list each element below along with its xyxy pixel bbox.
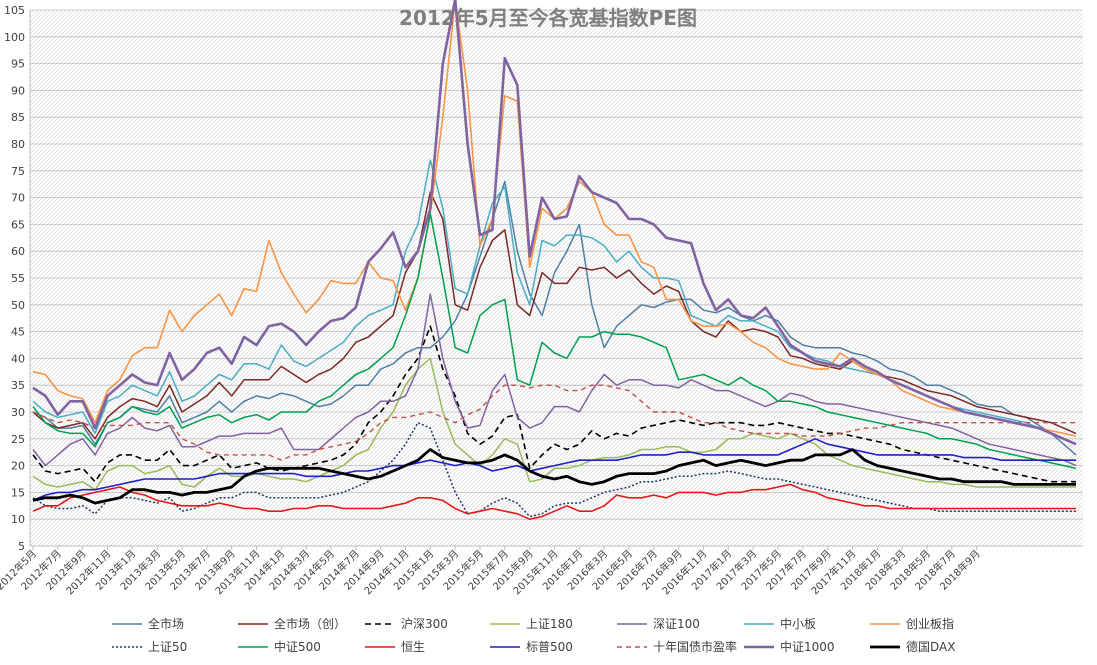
y-axis: 5 10 15 20 25 30 35 40 45 50 55 60 65 70 75 80 85 90 95 100… [4, 4, 31, 553]
y-tick-label: 75 [11, 165, 25, 178]
y-tick-label: 105 [4, 4, 25, 17]
series-line-4 [32, 293, 1077, 467]
y-tick-label: 65 [11, 218, 25, 231]
legend-label: 十年国债市盈率 [653, 639, 737, 654]
x-axis: 2012年5月2012年7月2012年9月2012年11月2013年1月2013… [0, 545, 1083, 597]
y-tick-label: 20 [11, 460, 25, 473]
y-tick-label: 25 [11, 433, 25, 446]
legend-label: 全市场 [148, 616, 184, 631]
y-tick-label: 60 [11, 245, 25, 258]
y-tick-label: 70 [11, 192, 25, 205]
series-line-11 [32, 384, 1076, 461]
y-tick-label: 85 [11, 111, 25, 124]
series-line-13 [32, 448, 1076, 505]
y-tick-label: 10 [11, 513, 25, 526]
y-tick-label: 90 [11, 84, 25, 97]
legend-label: 德国DAX [906, 639, 955, 654]
y-tick-label: 50 [11, 299, 25, 312]
y-tick-label: 100 [4, 31, 25, 44]
series-line-10 [32, 437, 1076, 502]
y-tick-label: 30 [11, 406, 25, 419]
y-tick-label: 40 [11, 352, 25, 365]
legend-label: 创业板指 [906, 616, 954, 631]
series-line-8 [32, 212, 1077, 470]
y-tick-label: 15 [11, 486, 25, 499]
legend-label: 标普500 [526, 640, 573, 654]
series-line-12 [32, 0, 1077, 446]
y-tick-label: 80 [11, 138, 25, 151]
legend-label: 中小板 [780, 616, 816, 631]
series-lines [32, 0, 1077, 521]
series-line-1 [32, 191, 1077, 440]
legend-label: 沪深300 [401, 617, 448, 631]
legend-label: 上证50 [148, 640, 187, 654]
y-tick-label: 95 [11, 58, 25, 71]
legend-label: 中证500 [274, 639, 321, 654]
y-tick-label: 45 [11, 326, 25, 339]
series-line-2 [32, 325, 1076, 483]
series-line-0 [32, 180, 1077, 456]
y-tick-label: 55 [11, 272, 25, 285]
y-tick-label: 5 [18, 540, 25, 553]
legend-label: 深证100 [653, 617, 700, 631]
legend-label: 中证1000 [780, 639, 835, 654]
chart-title: 2012年5月至今各宽基指数PE图 [399, 6, 697, 30]
legend-label: 上证180 [526, 617, 573, 631]
legend-label: 恒生 [401, 640, 425, 654]
legend-label: 全市场（创） [274, 616, 346, 631]
series-line-9 [32, 483, 1076, 521]
y-tick-label: 35 [11, 379, 25, 392]
